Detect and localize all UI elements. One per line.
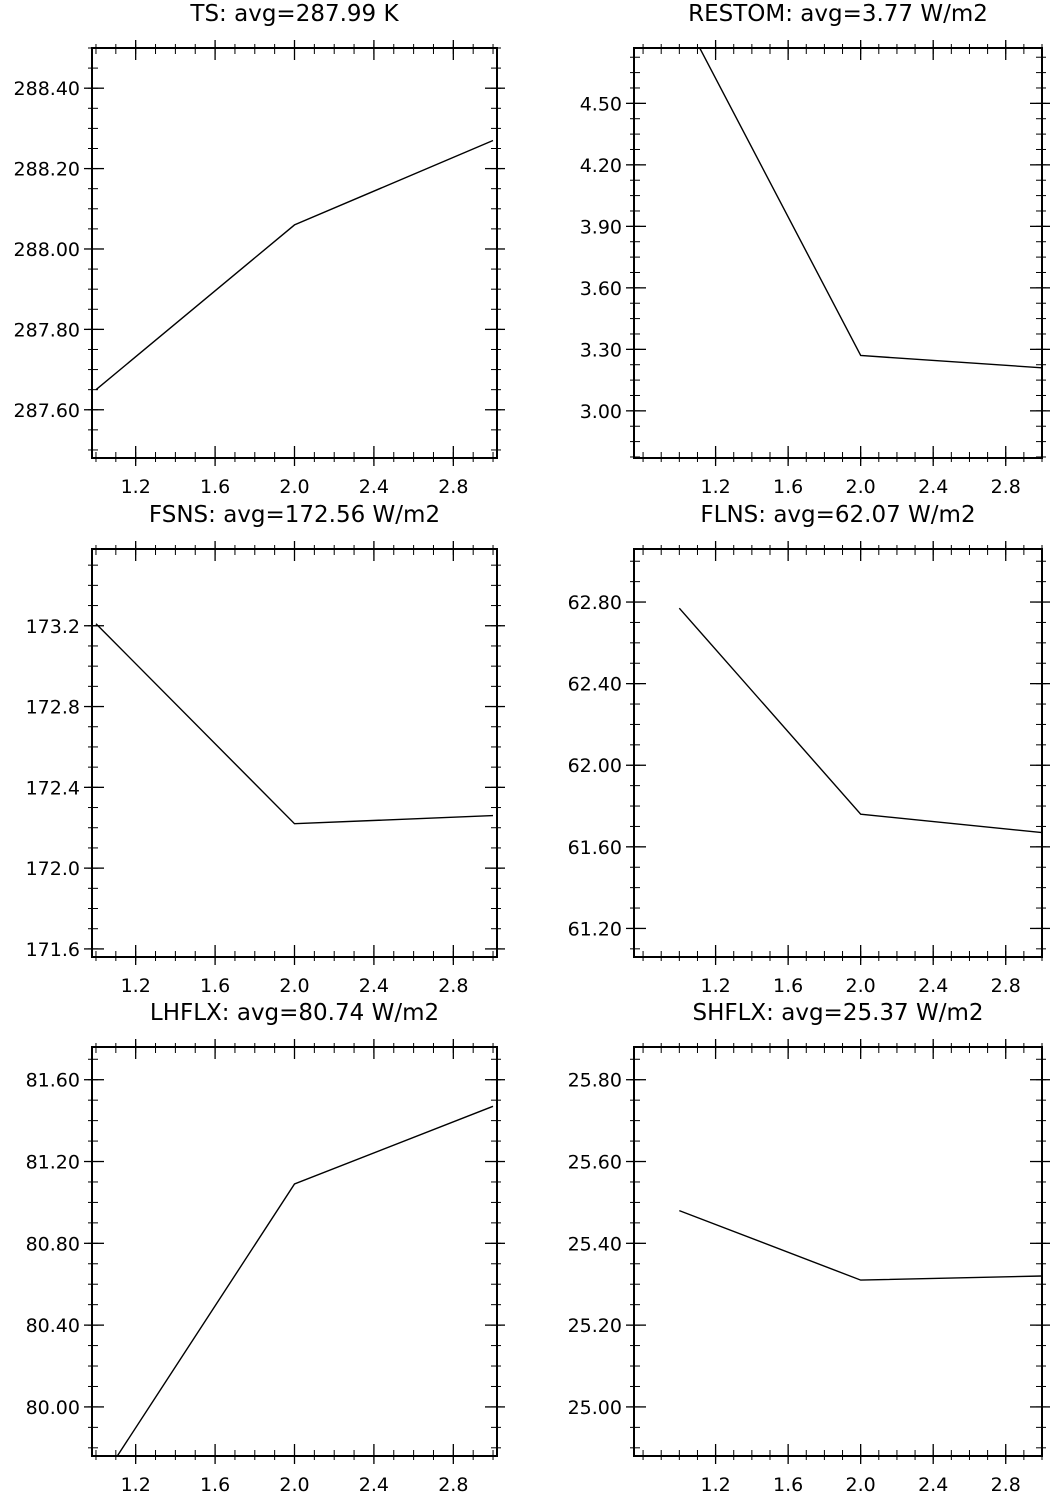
panel-shflx: SHFLX: avg=25.37 W/m2 1.2 1.6 2.0 2.4 2.8 25.0… [568,1000,1050,1494]
x-tick-label: 2.4 [918,975,948,997]
chart-title: TS: avg=287.99 K [189,1,399,27]
x-tick-label: 2.4 [359,476,389,498]
y-tick-label: 171.6 [26,939,80,961]
y-tick-label: 287.80 [14,319,80,341]
x-tick-label: 2.4 [359,1474,389,1494]
x-tick-label: 2.0 [279,476,309,498]
y-tick-label: 288.00 [14,239,80,261]
y-tick-label: 62.80 [568,592,622,614]
x-tick-label: 1.2 [121,476,151,498]
y-tick-label: 25.40 [568,1233,622,1255]
y-tick-label: 25.80 [568,1070,622,1092]
chart-title: FLNS: avg=62.07 W/m2 [700,502,975,528]
x-tick-label: 2.8 [438,975,468,997]
y-tick-label: 80.80 [26,1233,80,1255]
y-tick-label: 288.40 [14,78,80,100]
panel-flns: FLNS: avg=62.07 W/m2 1.2 1.6 2.0 2.4 2.8 61.20… [568,502,1050,997]
plot-frame [633,1046,1043,1457]
y-tick-label: 25.00 [568,1397,622,1419]
y-tick-label: 287.60 [14,400,80,422]
plot-frame [91,47,498,459]
y-tick-label: 3.30 [580,339,622,361]
y-tick-label: 81.20 [26,1152,80,1174]
panel-fsns: FSNS: avg=172.56 W/m2 1.2 1.6 2.0 2.4 2.8 171.… [26,502,505,997]
y-tick-label: 25.20 [568,1315,622,1337]
x-tick-label: 2.8 [991,1474,1021,1494]
x-tick-label: 2.4 [918,1474,948,1494]
plot-frame [91,548,498,958]
x-tick-label: 2.8 [991,975,1021,997]
x-tick-label: 1.6 [773,476,803,498]
series-line [679,1209,1042,1281]
x-tick-label: 2.0 [846,1474,876,1494]
x-tick-label: 2.0 [279,975,309,997]
x-tick-label: 2.8 [991,476,1021,498]
y-tick-label: 172.0 [26,858,80,880]
panel-restom: RESTOM: avg=3.77 W/m2 1.2 1.6 2.0 2.4 2.8 3.00… [580,1,1050,498]
y-tick-label: 61.60 [568,837,622,859]
y-tick-label: 3.00 [580,401,622,423]
x-tick-label: 2.0 [846,476,876,498]
x-tick-label: 1.2 [121,1474,151,1494]
x-tick-label: 1.2 [700,975,730,997]
series-line [698,48,1042,369]
x-tick-label: 1.6 [773,1474,803,1494]
x-tick-label: 1.2 [121,975,151,997]
series-line [95,623,494,825]
plot-frame [633,548,1043,958]
y-tick-label: 62.40 [568,674,622,696]
x-tick-label: 1.2 [700,1474,730,1494]
y-tick-label: 172.8 [26,697,80,719]
x-tick-label: 1.2 [700,476,730,498]
y-tick-label: 61.20 [568,918,622,940]
y-tick-label: 173.2 [26,616,80,638]
x-tick-label: 2.4 [359,975,389,997]
series-line [95,139,494,391]
plot-frame [91,1046,498,1457]
y-tick-label: 80.00 [26,1397,80,1419]
x-tick-label: 2.8 [438,1474,468,1494]
y-tick-label: 4.50 [580,93,622,115]
series-line [678,607,1042,834]
x-tick-label: 1.6 [200,476,230,498]
y-tick-label: 172.4 [26,777,80,799]
chart-title: SHFLX: avg=25.37 W/m2 [692,1000,983,1026]
y-tick-label: 81.60 [26,1070,80,1092]
y-tick-label: 80.40 [26,1315,80,1337]
x-tick-label: 1.6 [773,975,803,997]
y-tick-label: 25.60 [568,1152,622,1174]
y-tick-label: 3.60 [580,278,622,300]
panel-ts: TS: avg=287.99 K 1.2 1.6 2.0 2.4 2.8 287.60 287… [14,1,505,498]
panel-lhflx: LHFLX: avg=80.74 W/m2 1.2 1.6 2.0 2.4 2.8 80.0… [26,1000,505,1494]
chart-title: FSNS: avg=172.56 W/m2 [149,502,440,528]
y-tick-label: 4.20 [580,155,622,177]
x-tick-label: 2.4 [918,476,948,498]
plot-frame [633,47,1043,459]
x-tick-label: 1.6 [200,1474,230,1494]
chart-title: RESTOM: avg=3.77 W/m2 [688,1,988,27]
y-tick-label: 62.00 [568,755,622,777]
y-tick-label: 288.20 [14,159,80,181]
chart-title: LHFLX: avg=80.74 W/m2 [150,1000,439,1026]
y-tick-label: 3.90 [580,216,622,238]
x-tick-label: 1.6 [200,975,230,997]
series-line [116,1105,494,1456]
x-tick-label: 2.8 [438,476,468,498]
x-tick-label: 2.0 [846,975,876,997]
x-tick-label: 2.0 [279,1474,309,1494]
